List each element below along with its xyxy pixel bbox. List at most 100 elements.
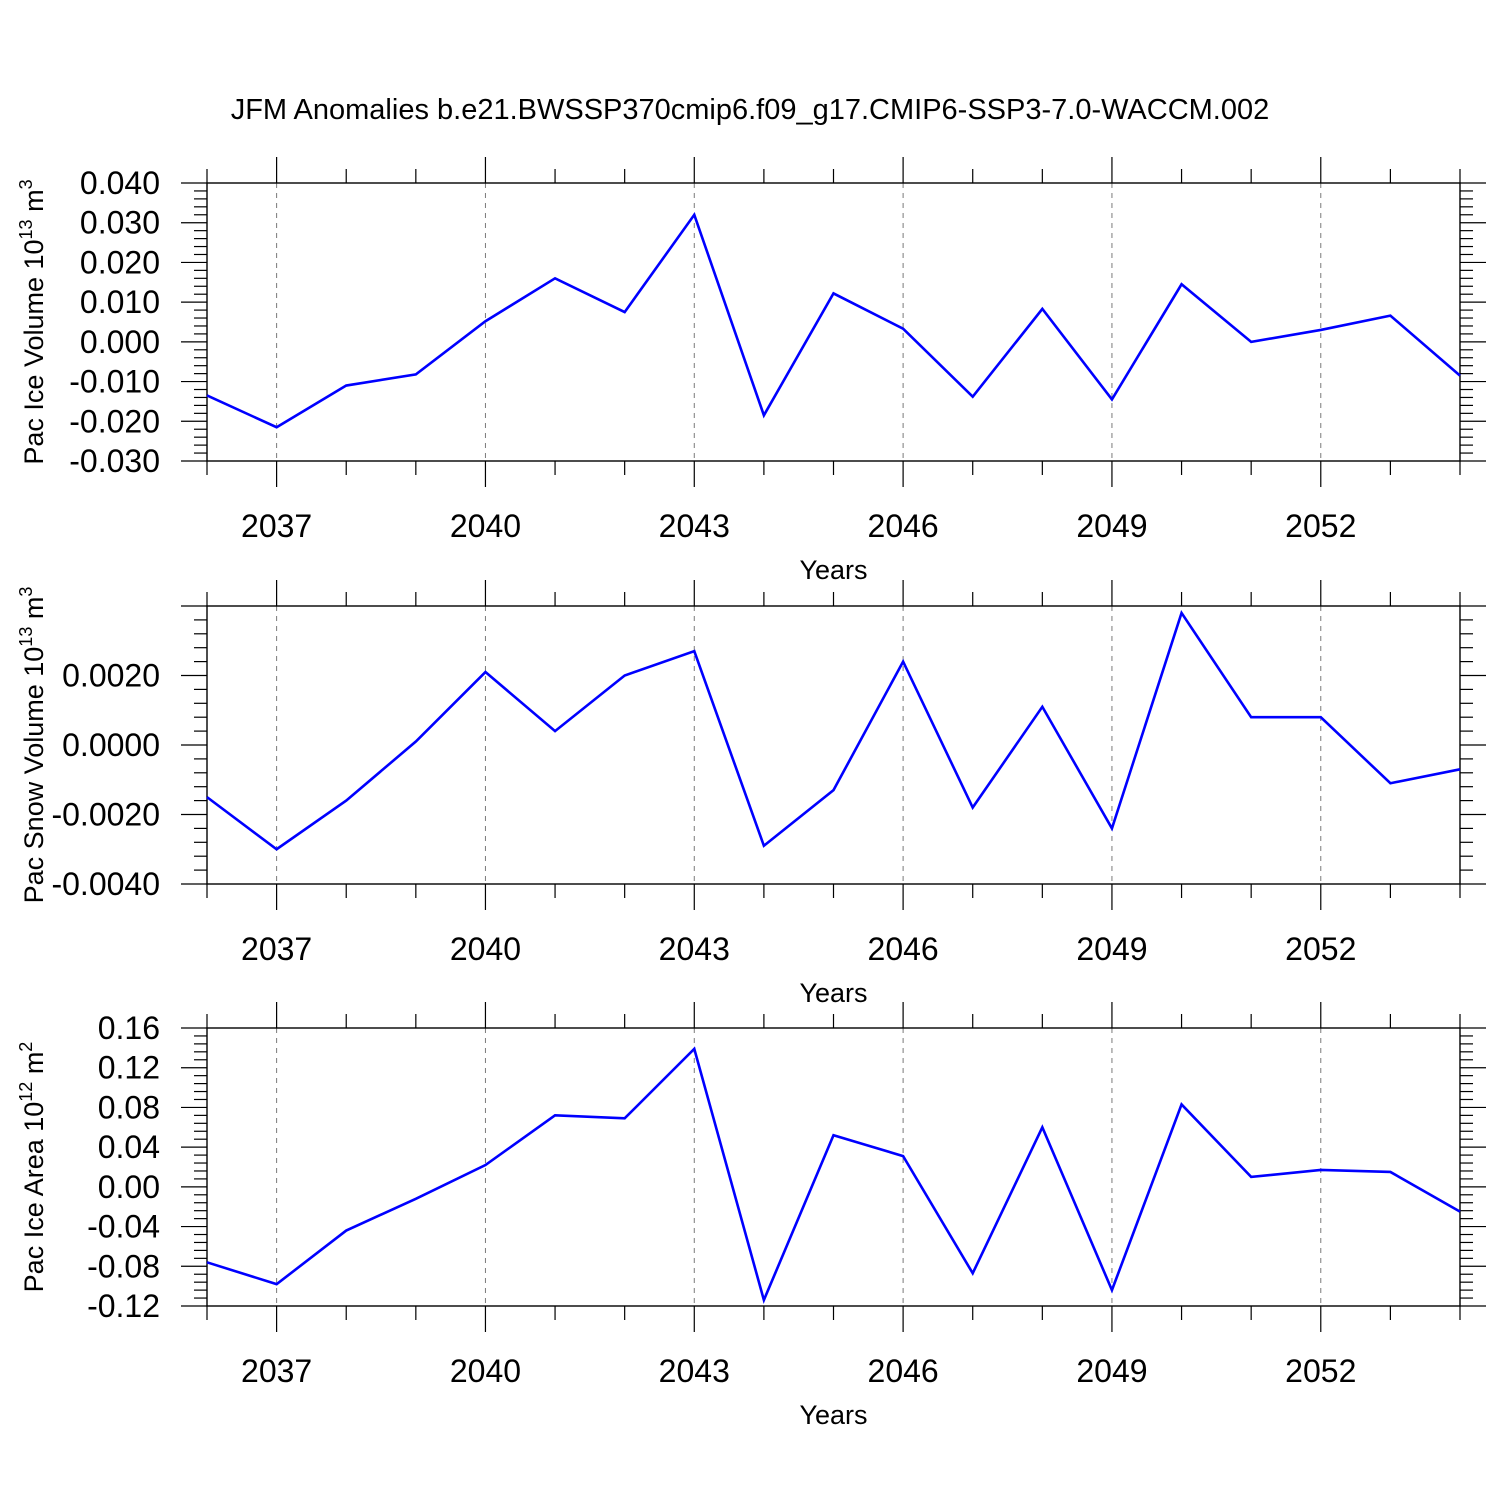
data-point	[275, 425, 279, 429]
data-point	[901, 660, 905, 664]
x-tick-label: 2052	[1285, 1353, 1356, 1389]
y-tick-label: 0.08	[98, 1089, 160, 1125]
y-tick-label: -0.010	[69, 364, 160, 400]
data-point	[553, 276, 557, 280]
data-point	[1110, 826, 1114, 830]
data-point	[901, 1154, 905, 1158]
x-tick-label: 2040	[450, 508, 521, 544]
y-axis-label: Pac Snow Volume 1013 m3	[16, 587, 49, 904]
series-line	[206, 211, 1461, 429]
data-point	[275, 1282, 279, 1286]
data-point	[205, 795, 209, 799]
y-axis-label: Pac Ice Volume 1013 m3	[16, 179, 49, 464]
data-point	[762, 844, 766, 848]
data-point	[692, 649, 696, 653]
data-point	[1180, 282, 1184, 286]
y-tick-label: 0.04	[98, 1129, 160, 1165]
data-point	[1180, 611, 1184, 615]
data-point	[1319, 1168, 1323, 1172]
data-point	[1040, 705, 1044, 709]
data-point	[414, 372, 418, 376]
data-point	[832, 291, 836, 295]
data-point	[971, 1271, 975, 1275]
data-point	[971, 806, 975, 810]
panel-2: -0.0040 -0.0020 0.0000 0.0020 2037 2040 2043 20…	[16, 580, 1486, 1008]
data-point	[1249, 1175, 1253, 1179]
y-tick-label: -0.0040	[51, 866, 160, 902]
data-point	[414, 1197, 418, 1201]
data-point	[832, 1133, 836, 1137]
y-tick-label: -0.04	[87, 1209, 160, 1245]
x-tick-label: 2037	[241, 508, 312, 544]
data-point	[1040, 1125, 1044, 1129]
x-tick-label: 2043	[659, 508, 730, 544]
data-point	[205, 393, 209, 397]
data-point	[1458, 767, 1462, 771]
data-point	[275, 847, 279, 851]
x-tick-label: 2049	[1076, 1353, 1147, 1389]
plot-frame	[206, 1027, 1461, 1307]
y-tick-label: -0.030	[69, 443, 160, 479]
y-tick-label: 0.040	[80, 165, 160, 201]
plot-frame	[206, 605, 1461, 885]
x-tick-label: 2049	[1076, 931, 1147, 967]
data-point	[483, 670, 487, 674]
x-axis-label: Years	[799, 555, 867, 585]
data-point	[553, 1113, 557, 1117]
y-tick-label: 0.16	[98, 1010, 160, 1046]
data-point	[483, 1163, 487, 1167]
data-point	[414, 740, 418, 744]
data-point	[832, 788, 836, 792]
y-tick-label: 0.020	[80, 244, 160, 280]
y-tick-label: 0.010	[80, 284, 160, 320]
y-tick-label: -0.020	[69, 403, 160, 439]
data-point	[1319, 328, 1323, 332]
data-point	[344, 1229, 348, 1233]
data-point	[1458, 374, 1462, 378]
data-point	[1110, 1288, 1114, 1292]
figure-title: JFM Anomalies b.e21.BWSSP370cmip6.f09_g1…	[231, 94, 1270, 126]
data-point	[1180, 1102, 1184, 1106]
data-point	[1388, 1170, 1392, 1174]
data-point	[692, 213, 696, 217]
y-tick-label: -0.0020	[51, 797, 160, 833]
data-point	[1319, 715, 1323, 719]
y-axis-label: Pac Ice Area 1012 m2	[16, 1042, 49, 1293]
y-tick-label: 0.030	[80, 205, 160, 241]
x-axis-label: Years	[799, 978, 867, 1008]
plot-frame	[206, 182, 1461, 462]
y-tick-label: 0.12	[98, 1050, 160, 1086]
data-point	[1249, 715, 1253, 719]
data-point	[205, 1260, 209, 1264]
data-point	[762, 413, 766, 417]
data-point	[1458, 1210, 1462, 1214]
data-point	[762, 1298, 766, 1302]
x-tick-label: 2046	[868, 1353, 939, 1389]
series-line	[206, 1046, 1461, 1304]
x-tick-label: 2046	[868, 508, 939, 544]
data-point	[971, 395, 975, 399]
y-tick-label: -0.12	[87, 1288, 160, 1324]
y-tick-label: 0.0000	[62, 727, 160, 763]
data-point	[1249, 340, 1253, 344]
y-tick-label: 0.0020	[62, 658, 160, 694]
x-tick-label: 2037	[241, 931, 312, 967]
data-point	[623, 1116, 627, 1120]
data-point	[692, 1047, 696, 1051]
data-point	[553, 729, 557, 733]
x-tick-label: 2052	[1285, 508, 1356, 544]
x-tick-label: 2040	[450, 1353, 521, 1389]
x-tick-label: 2043	[659, 931, 730, 967]
data-point	[623, 310, 627, 314]
y-tick-label: 0.00	[98, 1169, 160, 1205]
y-tick-label: -0.08	[87, 1248, 160, 1284]
series-line	[206, 609, 1461, 851]
data-point	[623, 674, 627, 678]
y-tick-label: 0.000	[80, 324, 160, 360]
data-point	[1388, 314, 1392, 318]
x-tick-label: 2037	[241, 1353, 312, 1389]
x-tick-label: 2043	[659, 1353, 730, 1389]
